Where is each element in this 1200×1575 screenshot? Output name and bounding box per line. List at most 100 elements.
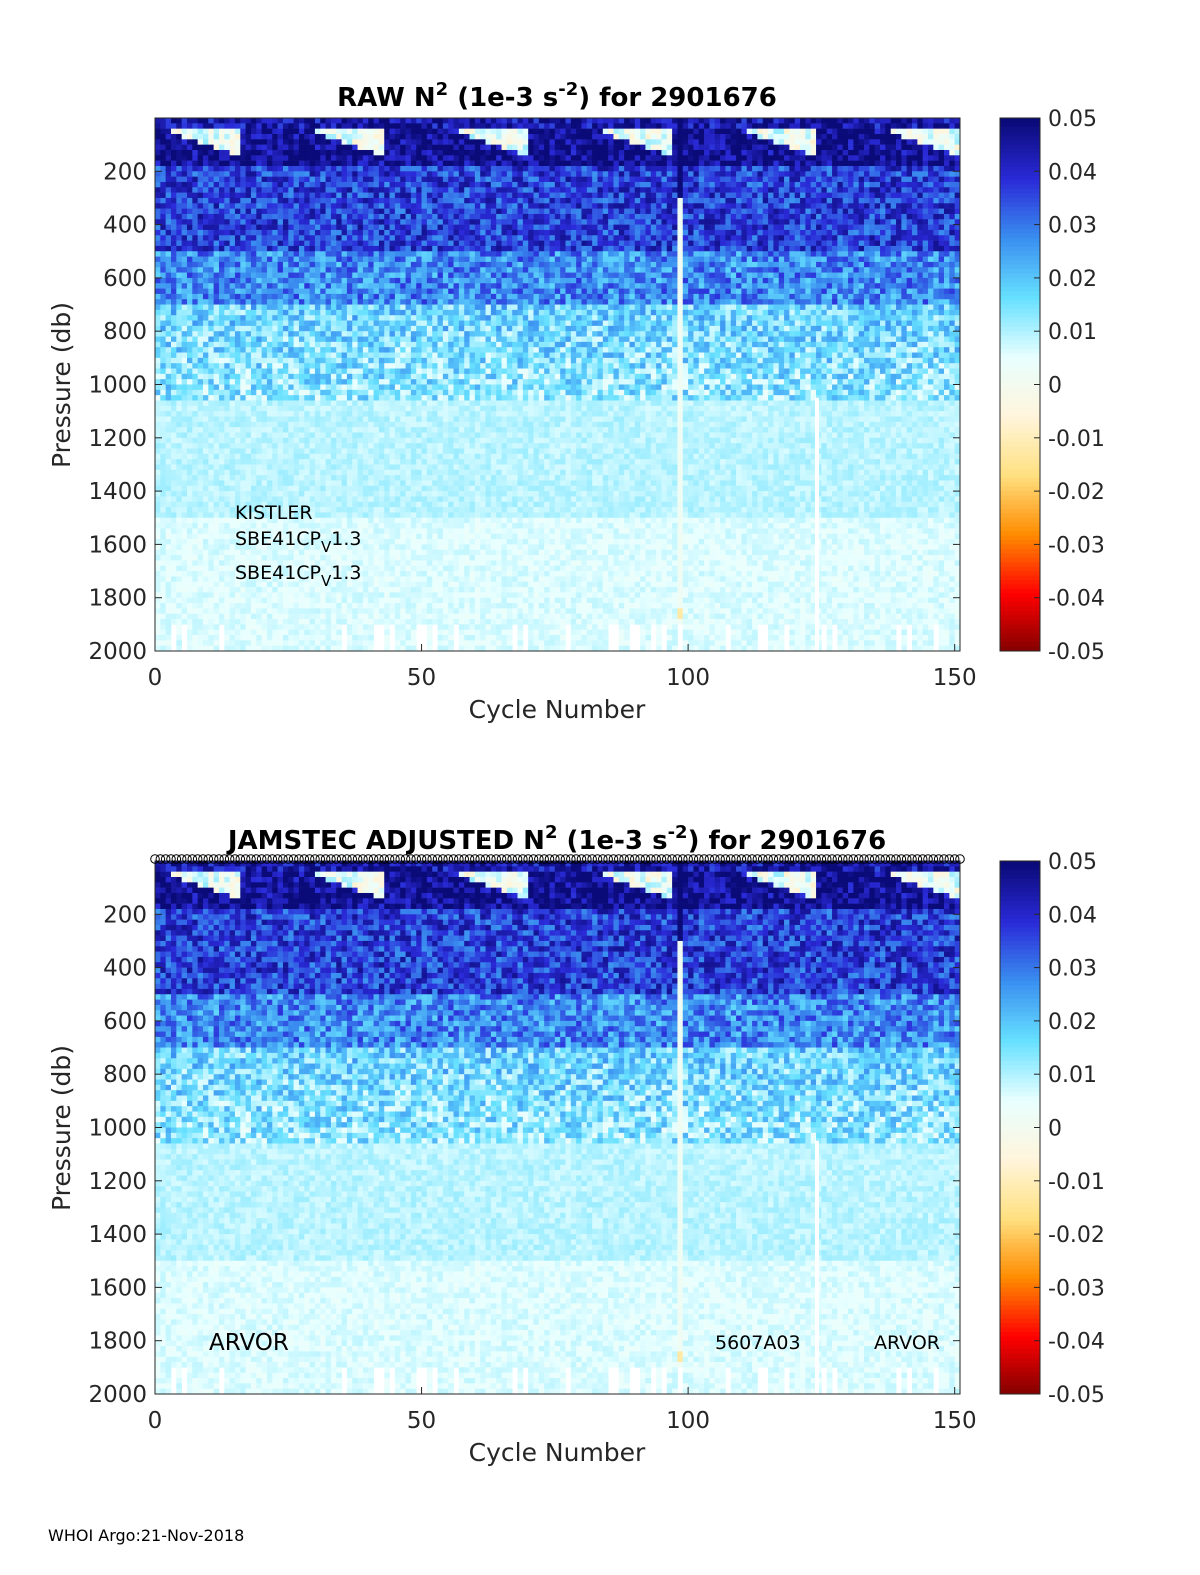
heatmap-cell xyxy=(277,229,284,236)
heatmap-cell xyxy=(416,459,422,465)
heatmap-cell xyxy=(341,251,348,257)
heatmap-cell xyxy=(410,379,417,385)
heatmap-cell xyxy=(293,635,300,641)
heatmap-cell xyxy=(202,411,209,417)
heatmap-cell xyxy=(346,480,353,487)
heatmap-cell xyxy=(357,176,364,183)
heatmap-cell xyxy=(346,549,353,556)
heatmap-cell xyxy=(421,267,428,273)
heatmap-cell xyxy=(160,469,167,476)
heatmap-cell xyxy=(346,176,353,183)
heatmap-cell xyxy=(256,160,262,167)
heatmap-cell xyxy=(405,123,412,129)
heatmap-cell xyxy=(298,555,305,561)
heatmap-cell xyxy=(176,645,182,652)
heatmap-cell xyxy=(250,219,257,225)
heatmap-cell xyxy=(389,395,396,401)
heatmap-cell xyxy=(256,400,262,407)
heatmap-cell xyxy=(352,128,358,135)
heatmap-cell xyxy=(277,187,284,193)
heatmap-cell xyxy=(208,293,214,300)
heatmap-cell xyxy=(288,197,294,204)
heatmap-cell xyxy=(293,587,300,593)
heatmap-cell xyxy=(202,475,209,481)
heatmap-cell xyxy=(384,501,390,508)
heatmap-cell xyxy=(394,219,401,225)
heatmap-cell xyxy=(346,608,353,614)
heatmap-cell xyxy=(202,288,209,295)
heatmap-cell xyxy=(314,325,321,332)
heatmap-cell xyxy=(282,373,289,380)
heatmap-cell xyxy=(389,565,396,572)
heatmap-cell xyxy=(261,309,268,316)
heatmap-cell xyxy=(373,283,380,289)
heatmap-cell xyxy=(224,464,230,471)
heatmap-cell xyxy=(277,267,284,273)
heatmap-cell xyxy=(197,411,204,417)
heatmap-cell xyxy=(192,384,198,391)
heatmap-cell xyxy=(176,277,182,284)
heatmap-cell xyxy=(272,293,278,300)
heatmap-cell xyxy=(234,475,241,481)
heatmap-cell xyxy=(250,411,257,417)
heatmap-cell xyxy=(176,341,182,348)
heatmap-cell xyxy=(357,363,364,369)
heatmap-cell xyxy=(336,197,342,204)
heatmap-cell xyxy=(389,576,396,583)
heatmap-cell xyxy=(357,128,364,135)
heatmap-cell xyxy=(218,565,225,572)
heatmap-cell xyxy=(346,421,353,428)
heatmap-cell xyxy=(325,128,332,135)
heatmap-cell xyxy=(208,325,214,332)
heatmap-cell xyxy=(288,224,294,231)
heatmap-cell xyxy=(309,587,316,593)
heatmap-cell xyxy=(368,544,374,551)
heatmap-cell xyxy=(218,160,225,167)
heatmap-cell xyxy=(325,352,332,359)
heatmap-cell xyxy=(170,208,177,215)
heatmap-cell xyxy=(277,283,284,289)
heatmap-cell xyxy=(314,283,321,289)
heatmap-cell xyxy=(357,352,364,359)
heatmap-cell xyxy=(197,603,204,609)
heatmap-cell xyxy=(362,272,369,279)
heatmap-cell xyxy=(352,640,358,646)
heatmap-cell xyxy=(357,149,364,156)
heatmap-cell xyxy=(181,219,188,225)
heatmap-cell xyxy=(320,277,326,284)
heatmap-cell xyxy=(197,160,204,167)
heatmap-cell xyxy=(298,341,305,348)
heatmap-cell xyxy=(181,240,188,247)
heatmap-cell xyxy=(272,459,278,465)
heatmap-cell xyxy=(400,576,406,583)
heatmap-cell xyxy=(336,555,342,561)
heatmap-cell xyxy=(314,181,321,188)
heatmap-cell xyxy=(400,123,406,129)
heatmap-cell xyxy=(218,432,225,439)
heatmap-cell xyxy=(277,395,284,401)
heatmap-cell xyxy=(288,507,294,513)
heatmap-cell xyxy=(288,277,294,284)
heatmap-cell xyxy=(400,459,406,465)
heatmap-cell xyxy=(421,144,428,151)
heatmap-cell xyxy=(256,277,262,284)
heatmap-cell xyxy=(421,160,428,167)
heatmap-cell xyxy=(357,405,364,412)
heatmap-cell xyxy=(357,197,364,204)
heatmap-cell xyxy=(357,587,364,593)
heatmap-cell xyxy=(362,261,369,268)
heatmap-cell xyxy=(208,213,214,220)
heatmap-cell xyxy=(277,549,284,556)
heatmap-cell xyxy=(224,267,230,273)
heatmap-cell xyxy=(373,352,380,359)
heatmap-cell xyxy=(368,245,374,252)
heatmap-cell xyxy=(293,533,300,540)
heatmap-cell xyxy=(330,555,337,561)
heatmap-cell xyxy=(240,645,246,652)
heatmap-cell xyxy=(352,384,358,391)
heatmap-cell xyxy=(357,549,364,556)
heatmap-cell xyxy=(176,187,182,193)
heatmap-cell xyxy=(256,576,262,583)
heatmap-cell xyxy=(416,464,422,471)
heatmap-cell xyxy=(160,288,167,295)
